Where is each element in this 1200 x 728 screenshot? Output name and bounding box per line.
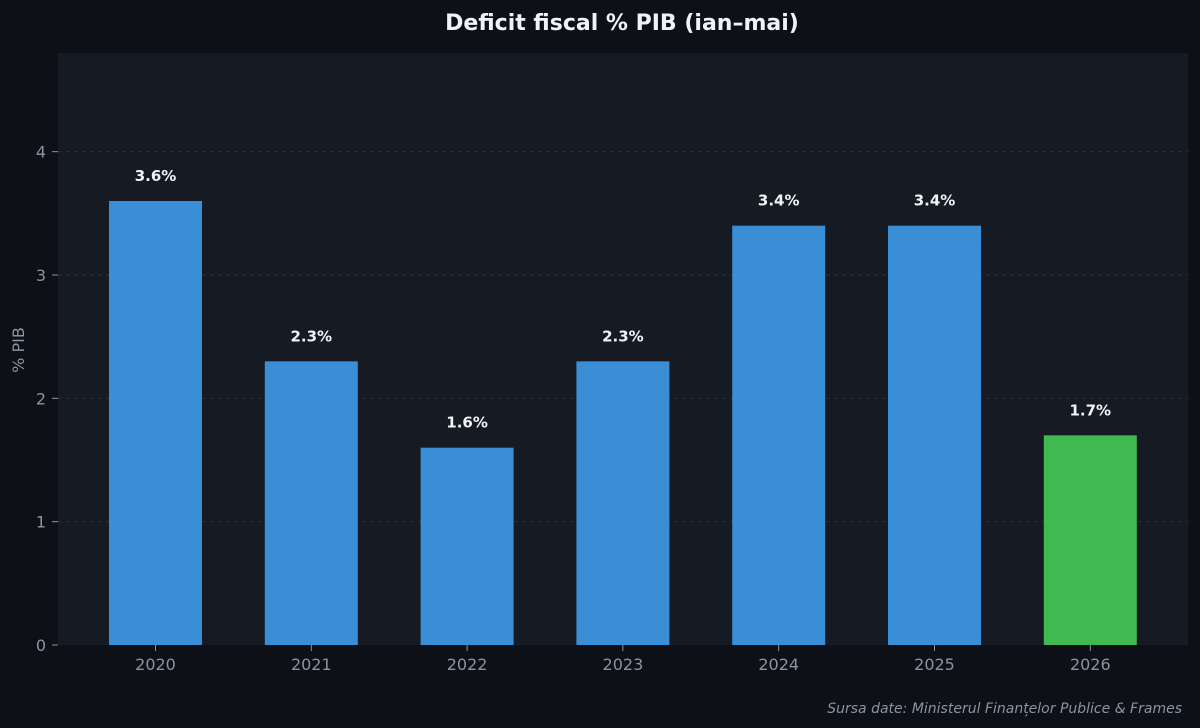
- y-axis: 0 1 2 3 4: [36, 143, 58, 655]
- x-tick-label: 2020: [135, 655, 176, 674]
- y-tick-label: 2: [36, 389, 46, 408]
- bar-value-label: 2.3%: [290, 327, 332, 345]
- bar-value-label: 3.4%: [758, 192, 800, 210]
- x-tick-label: 2022: [447, 655, 488, 674]
- bar-2024: [732, 225, 826, 645]
- bar-2022: [420, 447, 514, 645]
- x-tick-label: 2024: [758, 655, 799, 674]
- y-axis-label: % PIB: [9, 327, 28, 373]
- bar-value-label: 3.4%: [914, 192, 956, 210]
- bar-value-label: 1.6%: [446, 414, 488, 432]
- bar-2020: [109, 201, 202, 645]
- x-axis: 2020 2021 2022 2023 2024 2025 2026: [135, 645, 1111, 674]
- x-tick-label: 2025: [914, 655, 955, 674]
- y-tick-label: 1: [36, 513, 46, 532]
- bar-2026: [1043, 435, 1137, 645]
- bars: 3.6% 2.3% 1.6% 2.3% 3.4% 3.4% 1.7%: [109, 167, 1137, 645]
- bar-value-label: 2.3%: [602, 327, 644, 345]
- y-tick-label: 0: [36, 636, 46, 655]
- x-tick-label: 2021: [291, 655, 332, 674]
- bar-2021: [264, 361, 358, 645]
- bar-value-label: 1.7%: [1069, 401, 1111, 419]
- y-tick-label: 4: [36, 143, 46, 162]
- bar-value-label: 3.6%: [135, 167, 177, 185]
- chart-title: Deficit fiscal % PIB (ian–mai): [445, 11, 799, 36]
- x-tick-label: 2023: [603, 655, 644, 674]
- source-note: Sursa date: Ministerul Finanțelor Public…: [827, 701, 1182, 717]
- bar-2023: [576, 361, 670, 645]
- x-tick-label: 2026: [1070, 655, 1111, 674]
- bar-2025: [888, 225, 981, 645]
- y-tick-label: 3: [36, 266, 46, 285]
